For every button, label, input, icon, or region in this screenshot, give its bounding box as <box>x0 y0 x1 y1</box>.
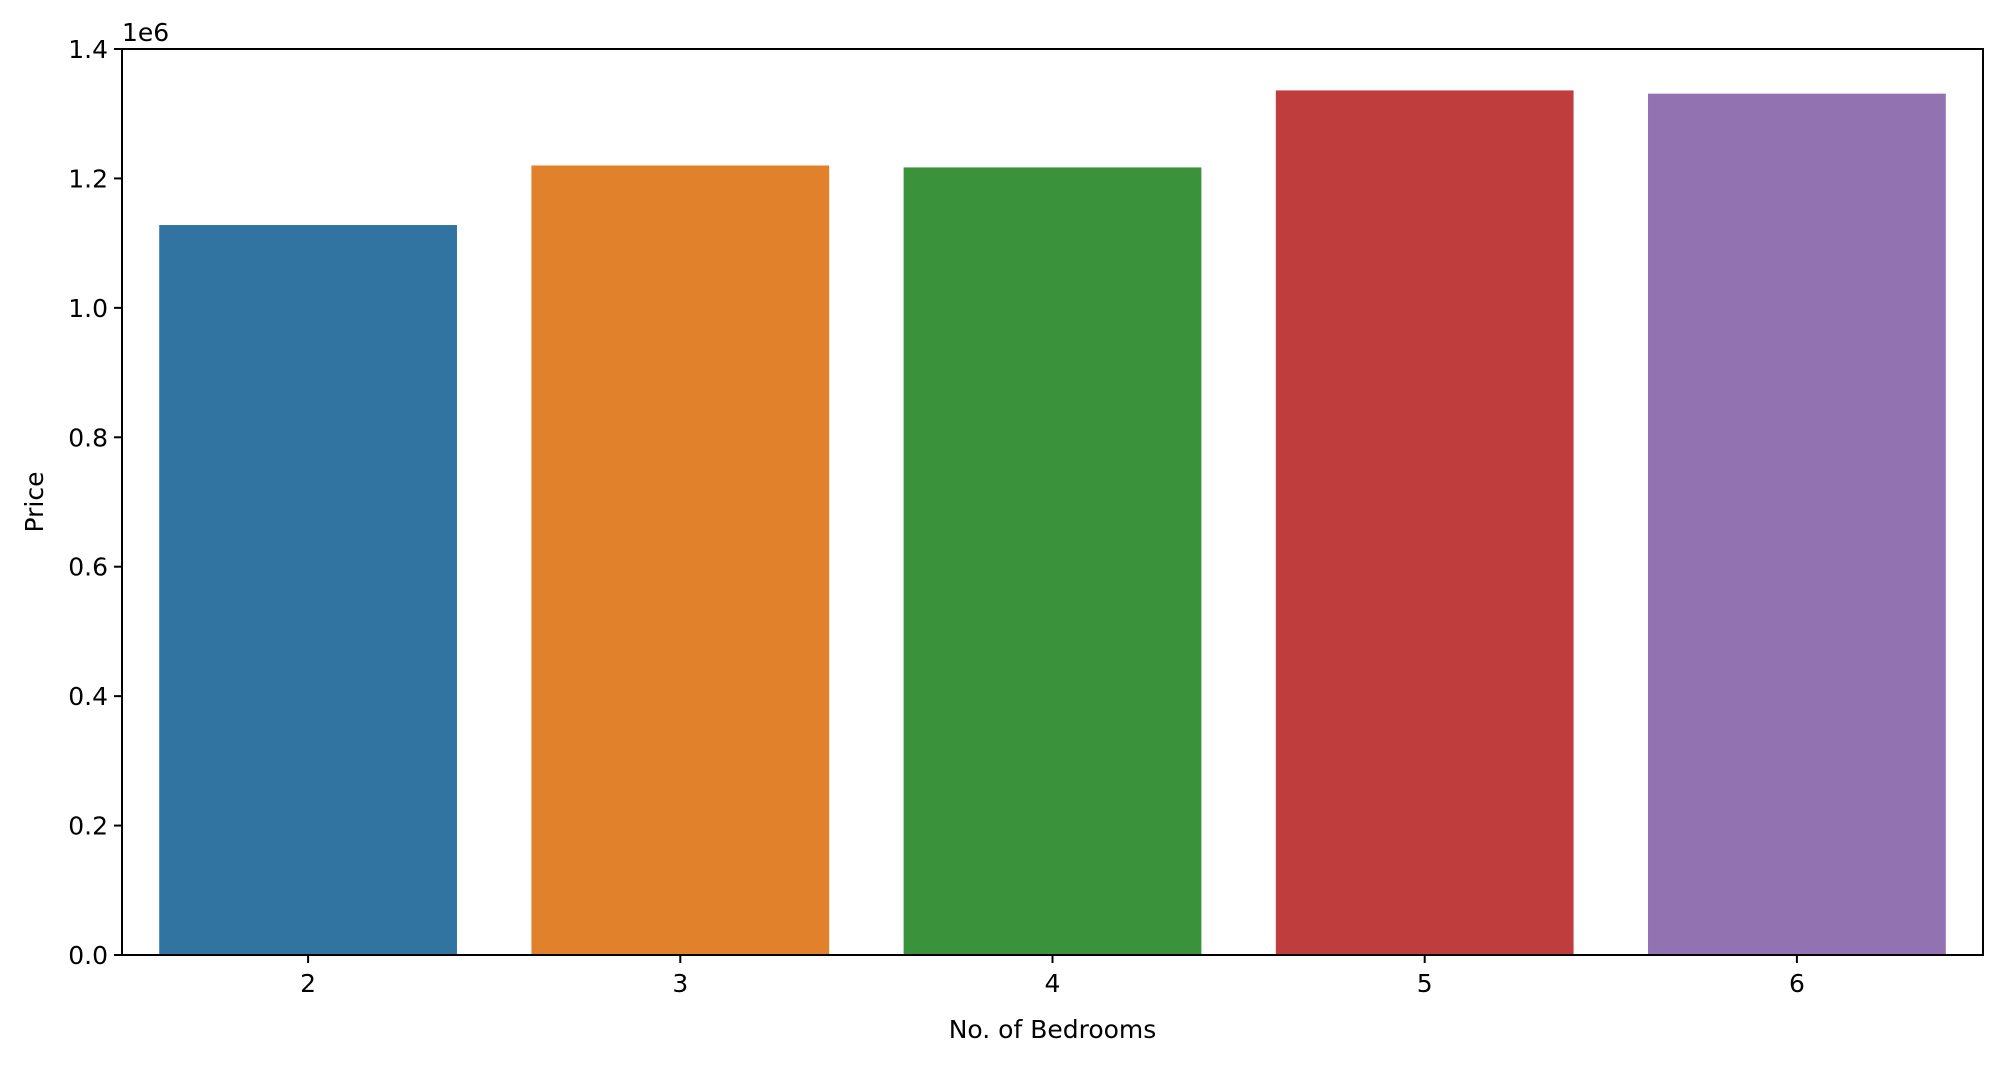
bar-6 <box>1648 93 1946 956</box>
y-axis-ticks: 0.0 0.2 0.4 0.6 0.8 1.0 1.2 1.4 <box>68 35 122 970</box>
y-tick-label: 1.0 <box>68 294 108 323</box>
x-axis-label: No. of Bedrooms <box>949 1015 1157 1044</box>
x-tick-label: 6 <box>1789 969 1805 998</box>
bars-layer <box>159 90 1946 956</box>
y-axis-label: Price <box>20 472 49 533</box>
bar-3 <box>531 165 830 955</box>
y-tick-label: 0.4 <box>68 682 108 711</box>
x-tick-label: 5 <box>1417 969 1433 998</box>
y-tick-label: 0.8 <box>68 423 108 452</box>
x-tick-label: 3 <box>672 969 688 998</box>
x-tick-label: 4 <box>1045 969 1061 998</box>
y-tick-label: 0.2 <box>68 812 108 841</box>
bar-5 <box>1275 90 1574 956</box>
y-tick-label: 0.0 <box>68 941 108 970</box>
x-tick-label: 2 <box>300 969 316 998</box>
y-tick-label: 0.6 <box>68 553 108 582</box>
y-tick-label: 1.4 <box>68 35 108 64</box>
bar-2 <box>159 225 457 956</box>
bar-4 <box>903 167 1202 956</box>
x-axis-ticks: 2 3 4 5 6 <box>300 955 1805 998</box>
y-tick-label: 1.2 <box>68 164 108 193</box>
y-axis-offset-label: 1e6 <box>122 18 169 47</box>
